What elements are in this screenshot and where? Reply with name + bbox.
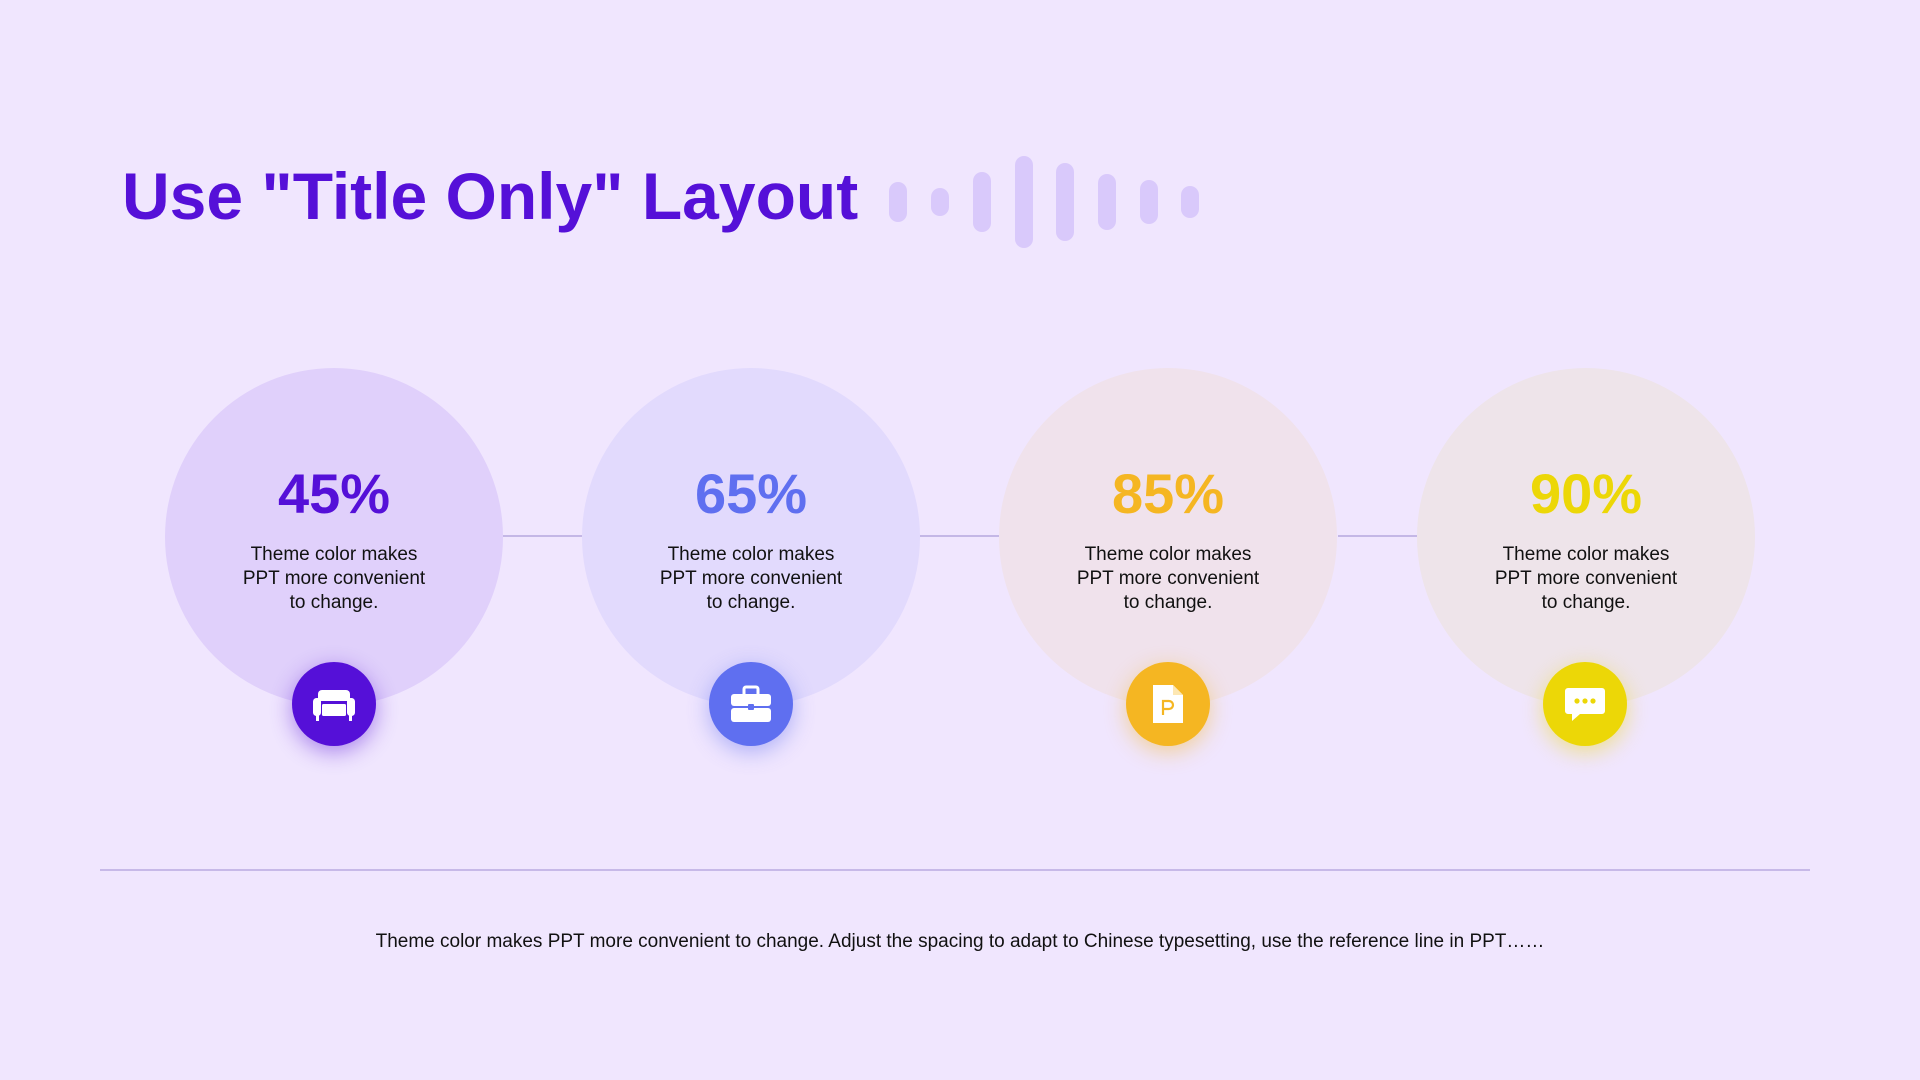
stat-circle-3 <box>999 368 1337 706</box>
document-p-icon <box>1153 685 1183 723</box>
stat-value-1: 45% <box>277 462 391 525</box>
chat-bubble-icon <box>1565 688 1605 721</box>
icon-badge-4 <box>1543 662 1627 746</box>
icon-badge-3 <box>1126 662 1210 746</box>
stat-value-2: 65% <box>694 462 808 525</box>
divider-line <box>100 869 1810 871</box>
connector-line <box>1338 535 1417 537</box>
stat-circle-4 <box>1417 368 1755 706</box>
stat-description-text: Theme color makes PPT more convenient to… <box>1494 544 1678 613</box>
sound-bar <box>889 182 907 222</box>
icon-badge-2 <box>709 662 793 746</box>
sound-bar <box>973 172 991 232</box>
sound-bar <box>1056 163 1074 241</box>
sound-bar <box>1181 186 1199 218</box>
armchair-icon <box>313 690 355 721</box>
stat-value-4: 90% <box>1529 462 1643 525</box>
footer-text: Theme color makes PPT more convenient to… <box>375 931 1545 952</box>
sound-bar <box>1140 180 1158 224</box>
stat-description-3: Theme color makes PPT more convenient to… <box>999 543 1337 615</box>
stat-description-4: Theme color makes PPT more convenient to… <box>1417 543 1755 615</box>
slide-title: Use "Title Only" Layout <box>122 159 859 233</box>
stat-description-text: Theme color makes PPT more convenient to… <box>242 544 426 613</box>
sound-bar <box>1098 174 1116 230</box>
stat-circle-2 <box>582 368 920 706</box>
stat-description-1: Theme color makes PPT more convenient to… <box>165 543 503 615</box>
stat-description-2: Theme color makes PPT more convenient to… <box>582 543 920 615</box>
sound-bar <box>1015 156 1033 248</box>
stat-value-3: 85% <box>1111 462 1225 525</box>
briefcase-icon <box>731 685 771 722</box>
connector-line <box>920 535 999 537</box>
stat-description-text: Theme color makes PPT more convenient to… <box>659 544 843 613</box>
sound-bar <box>931 188 949 216</box>
stat-description-text: Theme color makes PPT more convenient to… <box>1076 544 1260 613</box>
connector-line <box>503 535 582 537</box>
stat-circle-1 <box>165 368 503 706</box>
icon-badge-1 <box>292 662 376 746</box>
